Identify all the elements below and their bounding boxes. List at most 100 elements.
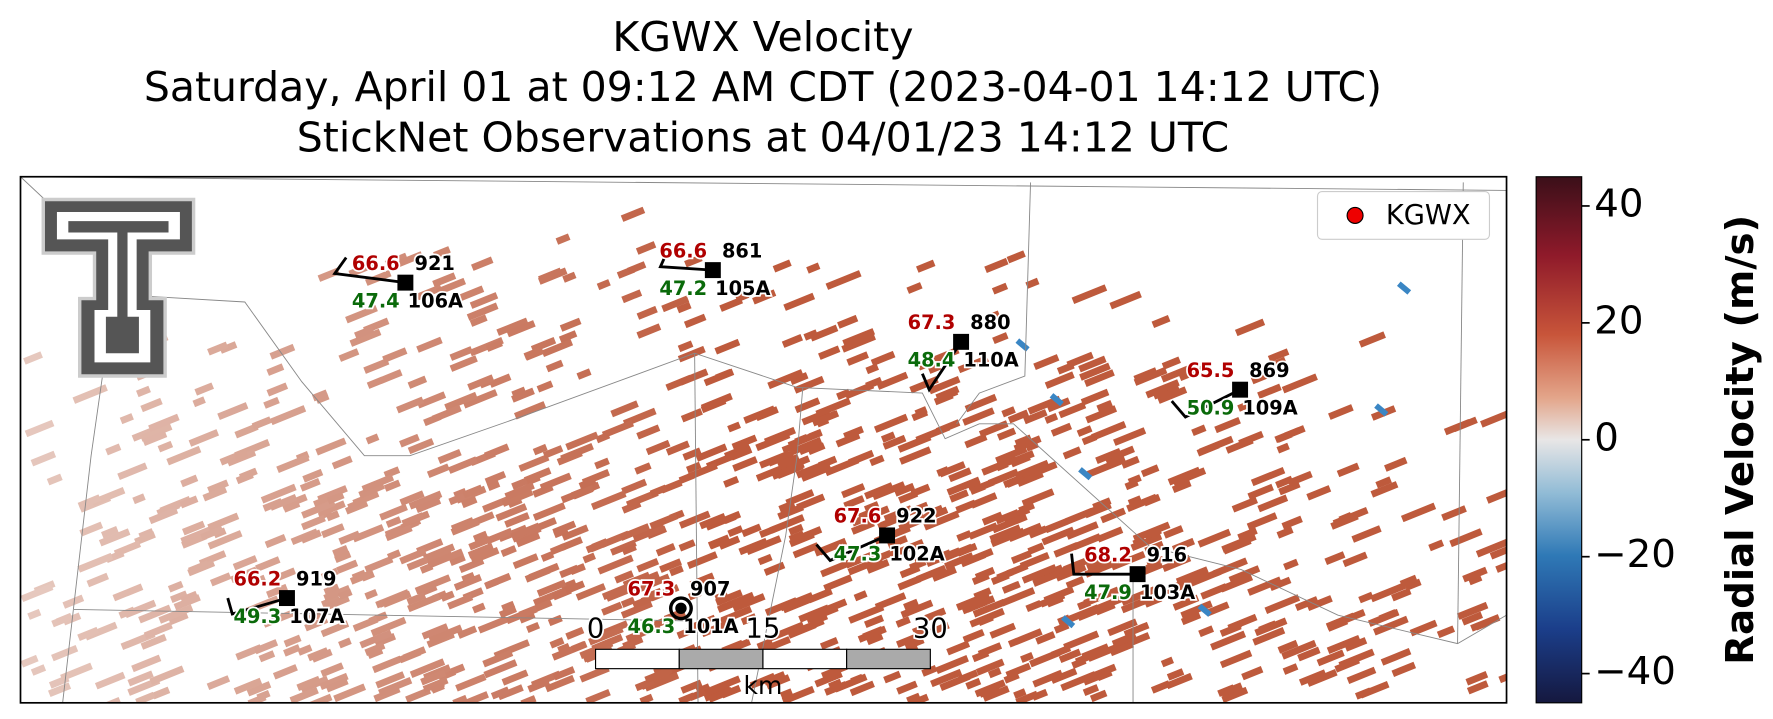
echo <box>1219 649 1253 669</box>
echo <box>578 476 597 490</box>
echo <box>927 363 942 374</box>
echo <box>560 442 594 462</box>
echo <box>781 334 804 348</box>
echo <box>1013 688 1027 699</box>
echo <box>910 483 931 498</box>
dewpoint: 49.3 <box>233 605 281 628</box>
echo <box>301 499 336 519</box>
echo <box>1498 670 1507 684</box>
echo <box>143 621 173 640</box>
echo <box>1221 533 1257 553</box>
echo <box>1298 669 1327 686</box>
echo <box>427 548 464 569</box>
echo <box>987 667 1002 679</box>
echo <box>524 566 551 583</box>
echo <box>913 553 928 564</box>
echo <box>1277 639 1299 654</box>
echo <box>281 493 308 510</box>
temperature: 68.2 <box>1084 543 1132 566</box>
echo <box>157 440 174 453</box>
station: 68.2 916 47.9 103A <box>1070 542 1197 606</box>
station-id: 107A <box>289 605 344 628</box>
echo <box>140 397 163 413</box>
echo <box>188 429 220 447</box>
echo <box>1058 401 1087 419</box>
echo <box>276 454 310 473</box>
echo <box>1278 480 1301 496</box>
echo <box>72 384 108 404</box>
station-id: 109A <box>1242 397 1297 420</box>
echo <box>182 520 206 536</box>
echo <box>981 511 1004 526</box>
echo <box>645 439 671 456</box>
echo <box>715 368 733 382</box>
echo <box>803 329 819 341</box>
echo <box>620 600 653 619</box>
echo <box>849 680 875 697</box>
echo <box>1157 386 1188 404</box>
echo <box>1071 657 1087 669</box>
echo <box>716 598 739 613</box>
echo <box>1370 481 1399 498</box>
echo <box>1096 526 1124 543</box>
echo <box>846 351 869 366</box>
echo <box>689 572 715 588</box>
echo <box>707 687 734 703</box>
echo <box>232 555 258 571</box>
echo <box>449 553 466 567</box>
echo <box>1096 669 1113 681</box>
echo <box>1336 462 1360 478</box>
station: 67.3 907 46.3 101A <box>626 576 741 640</box>
echo <box>946 640 971 656</box>
echo <box>636 323 662 339</box>
echo <box>1005 474 1025 488</box>
echo <box>325 510 340 522</box>
echo <box>811 410 840 427</box>
echo <box>262 609 295 628</box>
echo <box>98 528 131 547</box>
pressure: 919 <box>296 567 336 590</box>
echo <box>565 431 599 451</box>
echo <box>1027 542 1045 555</box>
echo <box>1281 373 1318 394</box>
echo <box>732 593 766 612</box>
echo <box>527 678 550 693</box>
echo <box>1474 619 1490 631</box>
echo <box>461 496 478 509</box>
echo <box>569 563 586 576</box>
echo <box>782 596 812 614</box>
echo <box>449 346 474 361</box>
echo <box>850 519 875 535</box>
echo <box>1001 406 1016 418</box>
echo <box>989 622 1017 639</box>
echo <box>596 279 611 291</box>
echo <box>138 604 172 624</box>
echo <box>792 526 823 544</box>
echo <box>776 453 800 469</box>
echo <box>1061 615 1076 629</box>
echo <box>594 457 610 470</box>
echo <box>995 509 1020 525</box>
echo <box>1001 580 1021 594</box>
legend: KGWX <box>1316 190 1491 240</box>
echo <box>601 419 635 439</box>
echo <box>806 262 821 274</box>
echo <box>1247 483 1274 500</box>
echo <box>24 419 55 438</box>
echo <box>495 503 528 522</box>
echo <box>338 637 352 649</box>
echo <box>482 649 514 668</box>
echo <box>1328 404 1354 420</box>
echo <box>844 550 877 569</box>
echo <box>1019 551 1050 570</box>
echo <box>1191 424 1207 437</box>
echo <box>207 512 240 531</box>
echo <box>435 277 467 296</box>
echo <box>1151 315 1171 328</box>
echo <box>421 623 449 640</box>
echo <box>874 592 907 611</box>
echo <box>669 565 684 577</box>
echo <box>1084 369 1115 387</box>
echo <box>366 369 403 389</box>
echo <box>995 445 1028 464</box>
